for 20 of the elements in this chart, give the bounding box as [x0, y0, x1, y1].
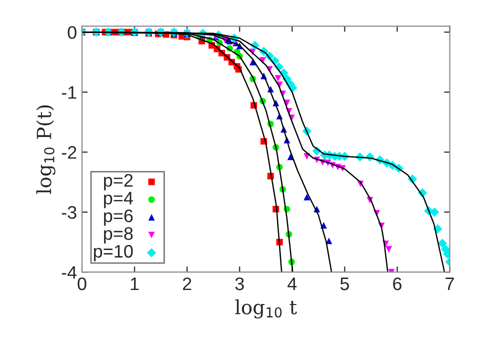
x-tick-label: 5: [340, 278, 349, 290]
legend-label: p=8: [104, 227, 133, 244]
y-tick-label: 0: [68, 26, 76, 39]
legend-label: p=2: [104, 174, 133, 190]
y-axis-title: log$_{10}$ P(t): [36, 105, 56, 194]
x-tick-label: 4: [288, 278, 297, 290]
x-axis-title: log$_{10}$ t: [235, 299, 297, 318]
x-tick-label: 0: [78, 277, 86, 290]
x-tick-label: 3: [235, 277, 244, 290]
legend-label: p=10: [94, 244, 133, 262]
x-tick-label: 6: [393, 277, 402, 290]
y-tick-label: -4: [62, 266, 77, 279]
y-tick-label: -3: [62, 206, 76, 219]
legend-label: p=4: [104, 192, 133, 208]
x-tick-label: 2: [182, 277, 192, 290]
x-tick-label: 1: [130, 278, 139, 290]
legend-label: p=6: [104, 209, 133, 226]
y-tick-label: -2: [62, 146, 76, 159]
y-tick-label: -1: [62, 86, 76, 99]
x-tick-label: 7: [446, 278, 454, 290]
